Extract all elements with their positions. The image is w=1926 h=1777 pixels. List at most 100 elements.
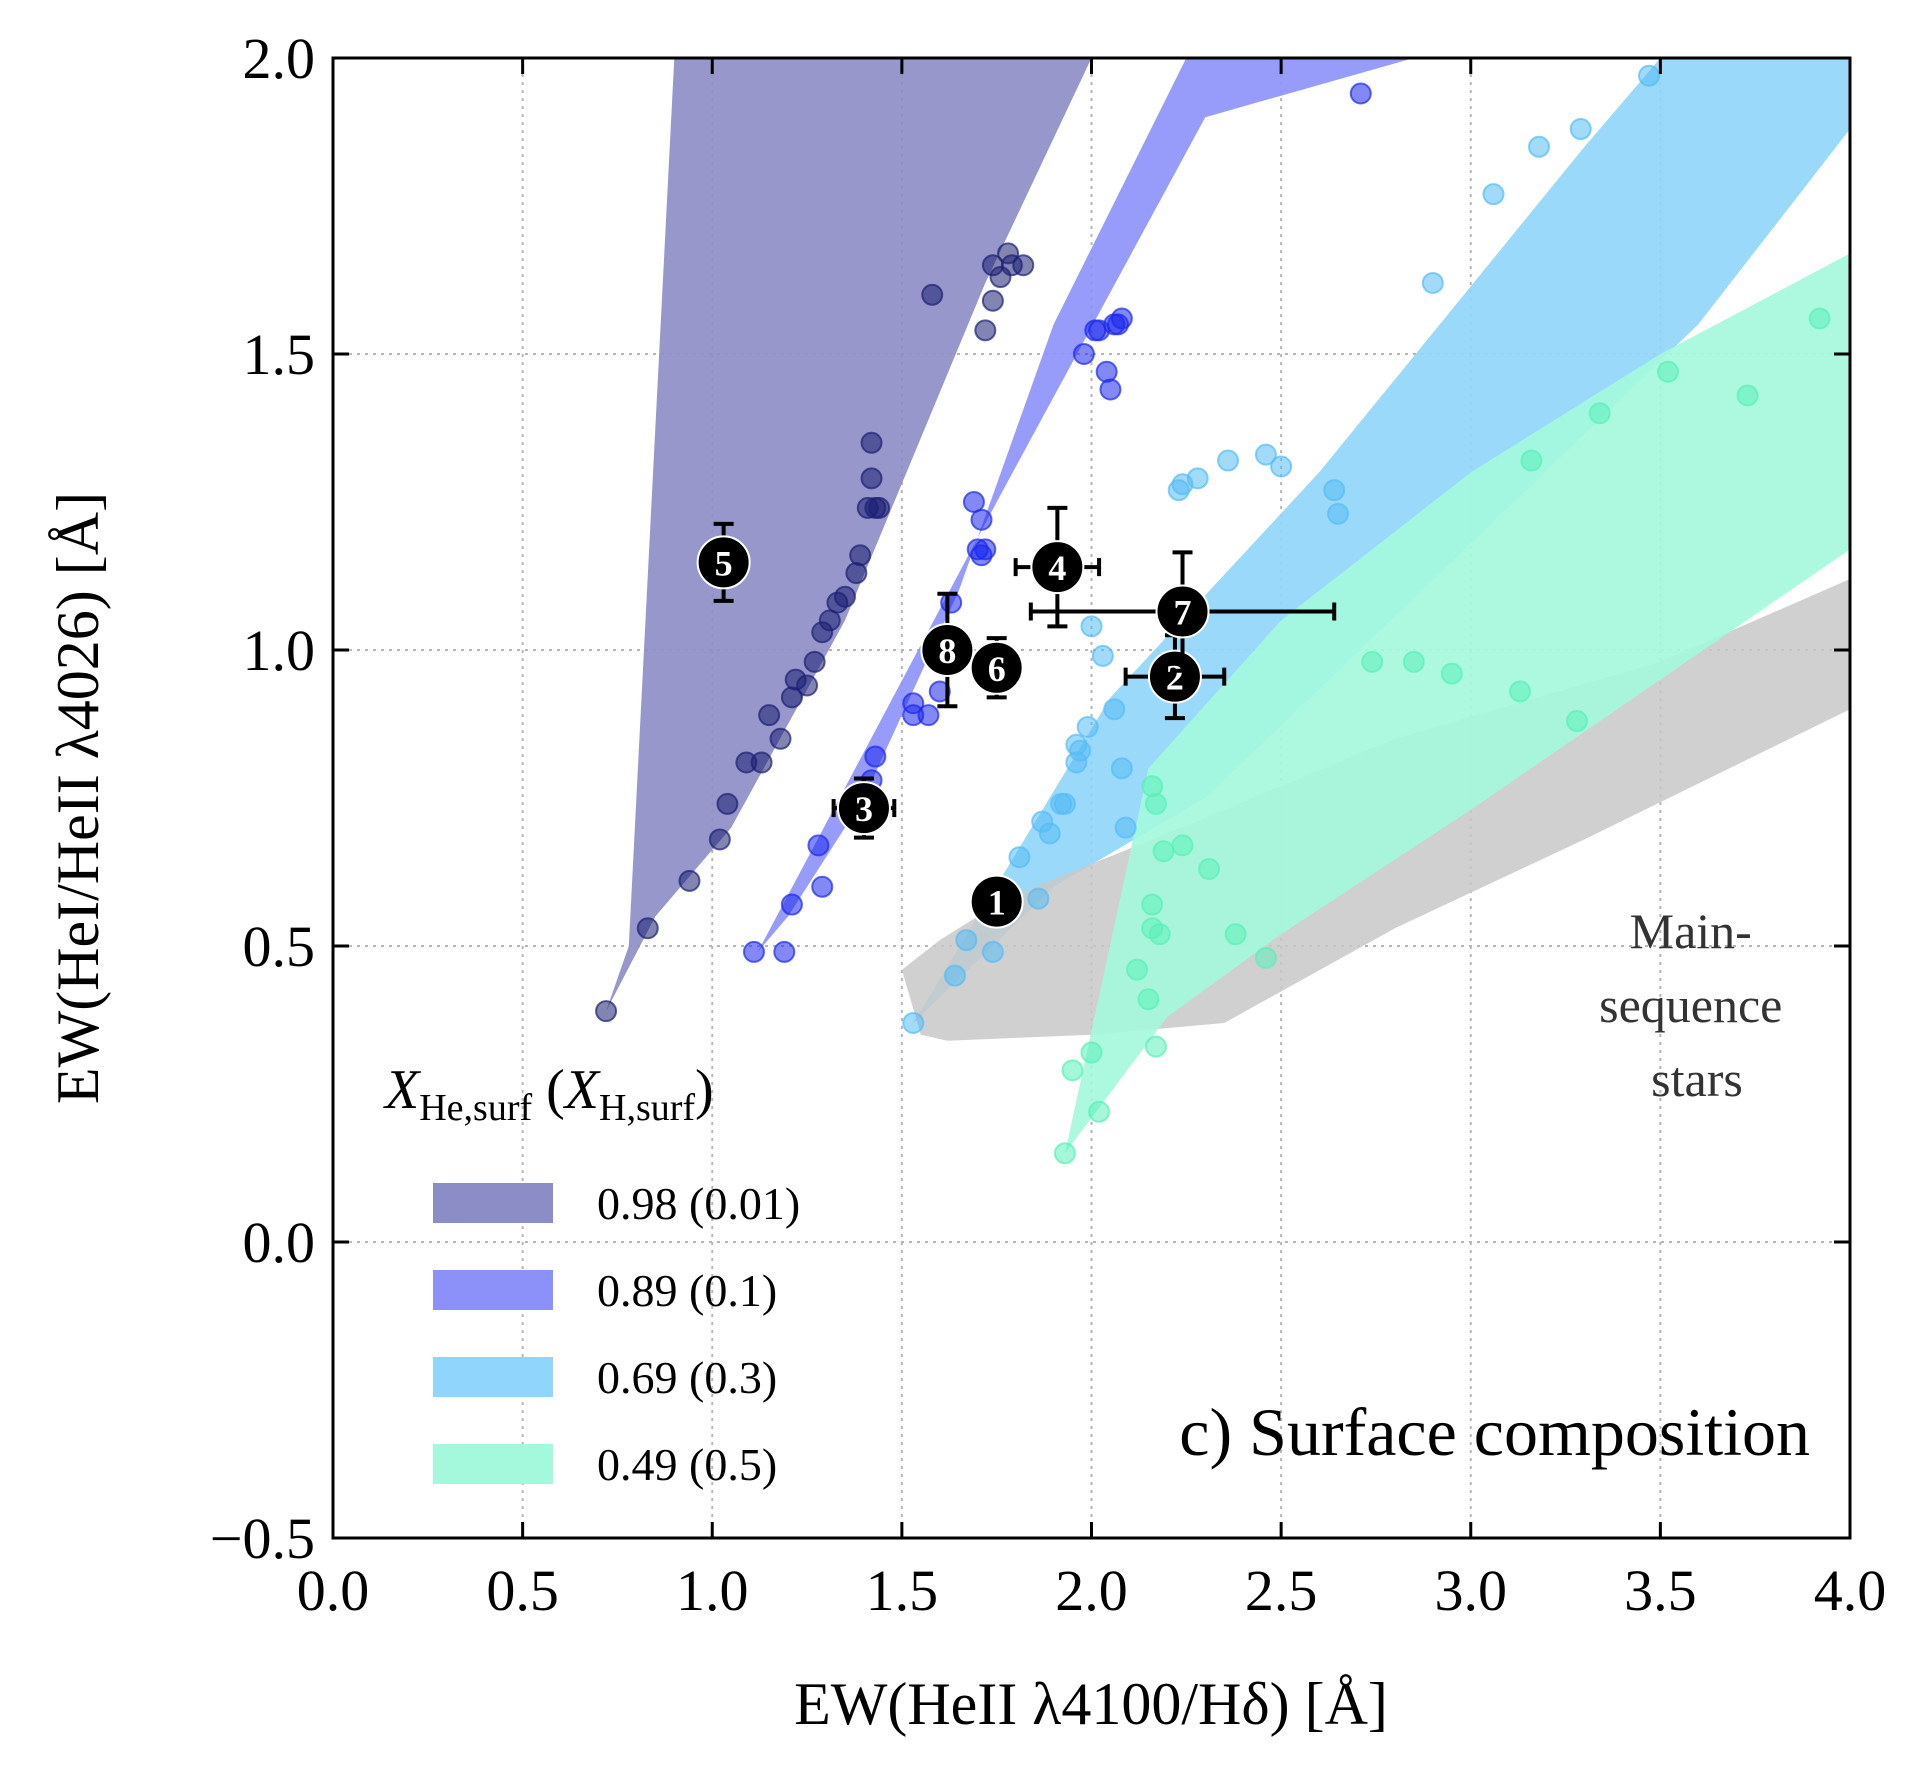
model-point — [750, 751, 773, 774]
model-point — [974, 319, 997, 342]
legend-swatch — [433, 1357, 553, 1397]
star-marker — [836, 781, 891, 836]
model-point — [1528, 135, 1551, 158]
star-marker — [1155, 584, 1210, 639]
band-0-49-0-5- — [1065, 253, 1850, 1154]
legend-swatch — [433, 1183, 553, 1223]
model-point — [1270, 455, 1293, 478]
model-point — [807, 834, 830, 857]
x-tick-label: 2.0 — [1055, 1558, 1128, 1623]
model-point — [902, 1011, 925, 1034]
model-point — [1012, 254, 1035, 277]
model-point — [678, 869, 701, 892]
model-point — [1254, 443, 1277, 466]
model-point — [1565, 710, 1588, 733]
model-point — [1569, 118, 1592, 141]
y-tick-label: 1.5 — [243, 322, 316, 387]
ms-line-3: stars — [1651, 1051, 1743, 1107]
model-point — [1148, 923, 1171, 946]
x-tick-label: 1.5 — [866, 1558, 939, 1623]
star-8: 8 — [920, 591, 975, 709]
model-point — [1027, 887, 1050, 910]
model-point — [716, 792, 739, 815]
legend-swatch — [433, 1444, 553, 1484]
star-label: 4 — [1048, 548, 1066, 588]
model-point — [1099, 378, 1122, 401]
model-point — [1224, 923, 1247, 946]
star-3: 3 — [831, 776, 897, 840]
model-point — [1038, 822, 1061, 845]
model-point — [1080, 1041, 1103, 1064]
x-tick-label: 2.5 — [1245, 1558, 1318, 1623]
legend-label: 0.69 (0.3) — [597, 1352, 777, 1403]
legend-swatch — [433, 1270, 553, 1310]
model-point — [1076, 715, 1099, 738]
model-point — [1327, 502, 1350, 525]
model-point — [1114, 816, 1137, 839]
legend-label: 0.98 (0.01) — [597, 1178, 800, 1229]
star-label: 2 — [1166, 658, 1184, 698]
legend-title-x-sub: He,surf — [419, 1087, 532, 1129]
legend-title-paren-close: ) — [695, 1059, 714, 1121]
model-point — [955, 929, 978, 952]
model-point — [811, 875, 834, 898]
star-label: 1 — [988, 883, 1006, 923]
model-point — [803, 650, 826, 673]
model-point — [780, 893, 803, 916]
model-point — [974, 538, 997, 561]
ms-line-1: Main- — [1630, 903, 1752, 959]
x-axis-label: EW(HeII λ4100/Hδ) [Å] — [794, 1671, 1388, 1737]
model-point — [1144, 792, 1167, 815]
legend-title-paren-sub: H,surf — [599, 1087, 695, 1129]
model-point — [796, 674, 819, 697]
model-point — [1808, 307, 1831, 330]
legend-label: 0.49 (0.5) — [597, 1439, 777, 1490]
y-tick-label: 2.0 — [243, 26, 316, 91]
model-point — [1088, 1100, 1111, 1123]
model-point — [921, 283, 944, 306]
star-label: 3 — [855, 789, 873, 829]
model-point — [769, 727, 792, 750]
model-point — [742, 940, 765, 963]
model-point — [708, 828, 731, 851]
model-point — [845, 562, 868, 585]
star-label: 8 — [938, 631, 956, 671]
model-point — [981, 289, 1004, 312]
model-point — [1402, 650, 1425, 673]
star-marker — [969, 640, 1024, 695]
main-sequence-annotation: Main- sequence stars — [1599, 903, 1795, 1107]
x-tick-label: 3.0 — [1435, 1558, 1508, 1623]
y-tick-label: −0.5 — [210, 1506, 315, 1571]
model-point — [970, 508, 993, 531]
model-point — [1110, 757, 1133, 780]
star-marker — [969, 874, 1024, 929]
model-point — [1137, 988, 1160, 1011]
model-point — [1095, 360, 1118, 383]
y-tick-label: 1.0 — [243, 618, 316, 683]
model-point — [833, 585, 856, 608]
star-label: 6 — [988, 649, 1006, 689]
model-point — [902, 692, 925, 715]
model-point — [595, 1000, 618, 1023]
y-axis-label: EW(HeI/HeII λ4026) [Å] — [45, 492, 111, 1104]
x-tick-label: 3.5 — [1624, 1558, 1697, 1623]
model-point — [1053, 1142, 1076, 1165]
model-points — [595, 64, 1831, 1165]
model-point — [1588, 402, 1611, 425]
legend-title-paren-open: ( — [532, 1059, 565, 1121]
model-point — [860, 467, 883, 490]
model-point — [1198, 858, 1221, 881]
star-5: 5 — [696, 521, 751, 603]
model-point — [860, 431, 883, 454]
model-point — [928, 680, 951, 703]
model-point — [1361, 650, 1384, 673]
model-point — [1217, 449, 1240, 472]
model-point — [1440, 662, 1463, 685]
model-point — [1254, 946, 1277, 969]
star-marker — [696, 535, 751, 590]
model-point — [1520, 449, 1543, 472]
model-point — [1061, 1059, 1084, 1082]
model-point — [1080, 615, 1103, 638]
legend-title-paren-x: X — [563, 1059, 602, 1121]
